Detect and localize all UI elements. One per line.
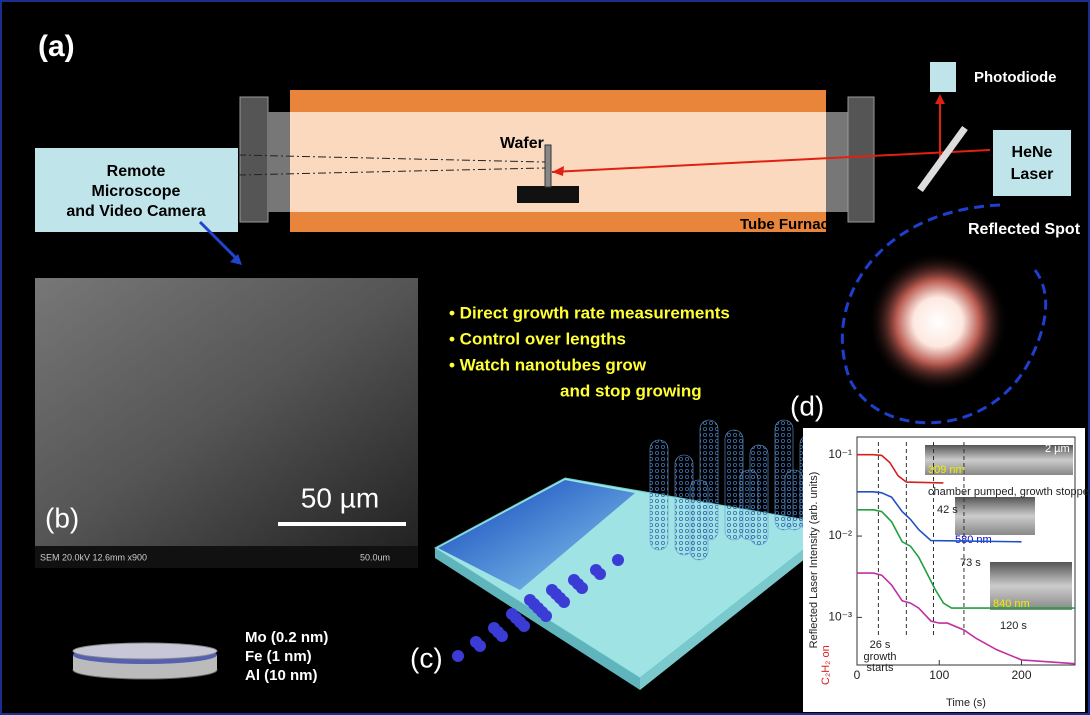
end-cap xyxy=(239,96,269,223)
nanotube xyxy=(689,479,709,561)
catalyst-dot xyxy=(452,650,464,662)
y-axis-label: Reflected Laser Intensity (arb. units) xyxy=(808,472,820,649)
camera-label: and Video Camera xyxy=(66,203,205,220)
annotation: 42 s xyxy=(937,504,958,516)
nanotubes xyxy=(649,419,819,561)
panel-label: (b) xyxy=(45,502,79,533)
wafer xyxy=(544,144,552,188)
annotation: starts xyxy=(867,662,894,674)
sem-scale: 50.0um xyxy=(360,552,390,562)
nanotube xyxy=(739,469,759,541)
sem-background xyxy=(35,278,418,546)
annotation: growth xyxy=(863,651,896,663)
beam-splitter xyxy=(917,125,968,193)
end-cap xyxy=(826,112,848,212)
wafer-label: Wafer xyxy=(500,135,544,152)
end-cap xyxy=(847,96,875,223)
inset-label: 840 nm xyxy=(993,598,1030,610)
catalyst-dot xyxy=(594,568,606,580)
plot-frame xyxy=(856,436,1076,666)
layer-label: Fe (1 nm) xyxy=(245,648,312,665)
annotation: chamber pumped, growth stopped xyxy=(928,486,1090,498)
series-line xyxy=(857,572,1076,665)
camera-box xyxy=(35,148,238,232)
catalyst-dot xyxy=(496,630,508,642)
camera-label: Microscope xyxy=(92,183,181,200)
nanotube xyxy=(649,439,669,551)
bullet: • Control over lengths xyxy=(449,329,626,348)
series-line xyxy=(857,491,1022,543)
arrowhead xyxy=(230,254,242,265)
panel-label: (d) xyxy=(790,390,824,421)
laser-beam xyxy=(551,149,991,173)
camera-label: Remote xyxy=(107,163,166,180)
photodiode xyxy=(930,62,956,92)
inset-label: 309 nm xyxy=(928,464,965,476)
catalyst-dot xyxy=(612,554,624,566)
inset-scale: 2 µm xyxy=(1045,443,1070,455)
inset xyxy=(955,497,1035,535)
laser-label: Laser xyxy=(1011,166,1054,183)
scale-label: 50 µm xyxy=(301,482,379,513)
film xyxy=(438,480,635,590)
panel-label: (c) xyxy=(410,642,443,673)
zoom-circle xyxy=(840,203,1048,425)
sem-info: SEM 20.0kV 12.6mm x900 xyxy=(40,552,147,562)
inset-label: 580 nm xyxy=(955,534,992,546)
bullet: • Direct growth rate measurements xyxy=(449,303,730,322)
scale-bar xyxy=(278,522,406,526)
arrowhead xyxy=(935,94,945,104)
bullet: and stop growing xyxy=(560,381,702,400)
x-tick-label: 100 xyxy=(929,668,949,682)
catalyst-dot xyxy=(474,640,486,652)
laser-label: HeNe xyxy=(1012,144,1053,161)
annotation: 26 s xyxy=(870,639,891,651)
arrow xyxy=(198,220,238,260)
y-tick-label: 10⁻² xyxy=(828,528,852,542)
laser-box xyxy=(993,130,1071,196)
layer-label: Mo (0.2 nm) xyxy=(245,629,328,646)
catalyst-dot xyxy=(540,610,552,622)
x-axis-label: Time (s) xyxy=(946,697,986,709)
x-tick-label: 0 xyxy=(854,668,861,682)
y-tick-label: 10⁻³ xyxy=(828,610,852,624)
photodiode-label: Photodiode xyxy=(974,69,1057,86)
catalyst-dots xyxy=(452,554,624,662)
inset xyxy=(990,562,1072,610)
annotation: 73 s xyxy=(960,557,981,569)
plot: 2 µm 309 nm chamber pumped, growth stopp… xyxy=(808,436,1090,709)
layer-mo xyxy=(72,642,218,660)
panel-label: (a) xyxy=(38,30,75,63)
series-line xyxy=(857,509,1075,609)
x-tick-label: 200 xyxy=(1012,668,1032,682)
bullet: • Watch nanotubes grow xyxy=(449,355,647,374)
annotation: 120 s xyxy=(1000,620,1027,632)
optical-path xyxy=(237,167,546,176)
spot-label: Reflected Spot xyxy=(968,221,1081,238)
furnace-label: Tube Furnace xyxy=(740,216,837,233)
catalyst-dot xyxy=(558,596,570,608)
catalyst-dot xyxy=(518,620,530,632)
end-cap xyxy=(268,112,290,212)
annotation: C₂H₂ on xyxy=(820,645,832,685)
series-line xyxy=(857,453,944,484)
wafer-stage xyxy=(517,186,579,203)
optical-path xyxy=(237,154,546,163)
sem-image xyxy=(35,278,418,546)
y-tick-label: 10⁻¹ xyxy=(828,447,852,461)
catalyst-dot xyxy=(576,582,588,594)
substrate-edge xyxy=(435,548,640,690)
reflected-spot xyxy=(868,252,1008,392)
layer-label: Al (10 nm) xyxy=(245,667,318,684)
substrate-edge xyxy=(640,525,835,690)
sem-footer xyxy=(35,546,418,568)
arrowhead xyxy=(552,166,564,176)
nanotube xyxy=(784,469,804,531)
inset xyxy=(925,445,1073,475)
